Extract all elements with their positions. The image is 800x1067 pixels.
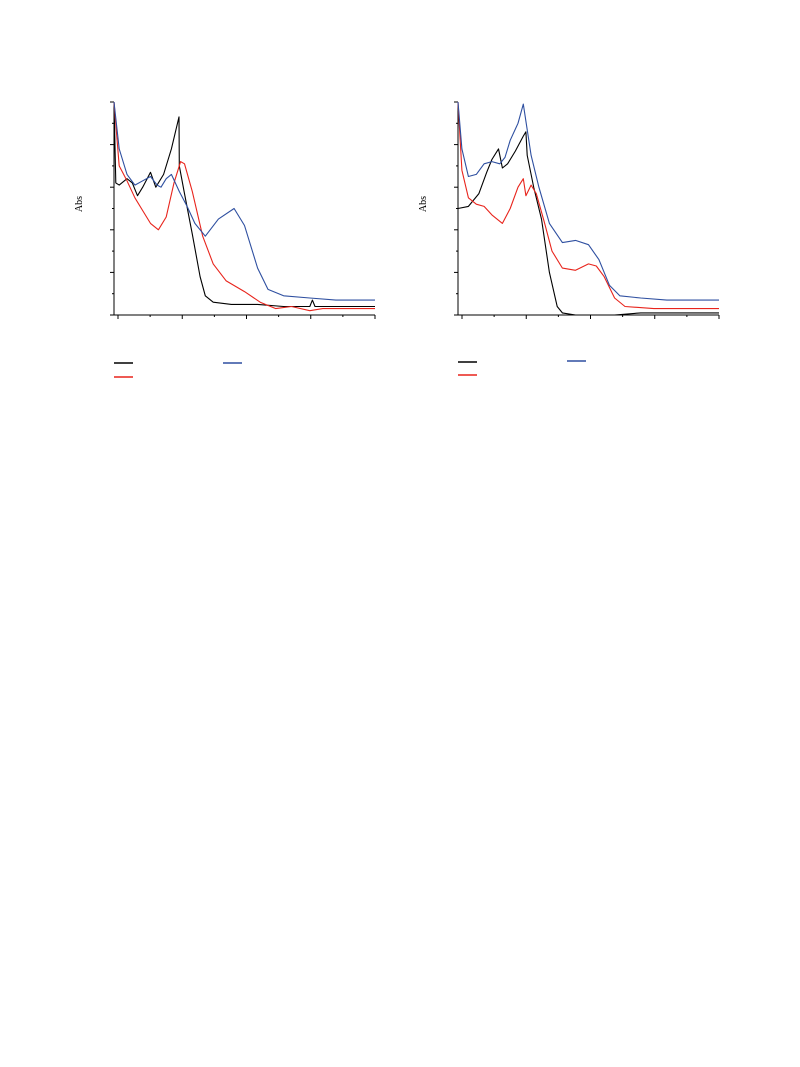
series-lines xyxy=(113,101,375,312)
chart-panel-left: Abs xyxy=(74,101,376,378)
series-lines xyxy=(457,101,719,316)
y-axis-label: Abs xyxy=(74,196,85,212)
series-red xyxy=(457,101,719,310)
axes xyxy=(454,101,720,319)
legend xyxy=(114,362,242,378)
axes xyxy=(110,101,376,319)
y-axis-label: Abs xyxy=(418,196,429,212)
series-black xyxy=(113,101,375,308)
legend xyxy=(458,360,586,376)
series-red xyxy=(113,101,375,312)
series-blue xyxy=(113,101,375,301)
chart-panel-right: Abs xyxy=(418,101,720,376)
series-blue xyxy=(457,101,719,301)
series-black xyxy=(457,131,719,316)
